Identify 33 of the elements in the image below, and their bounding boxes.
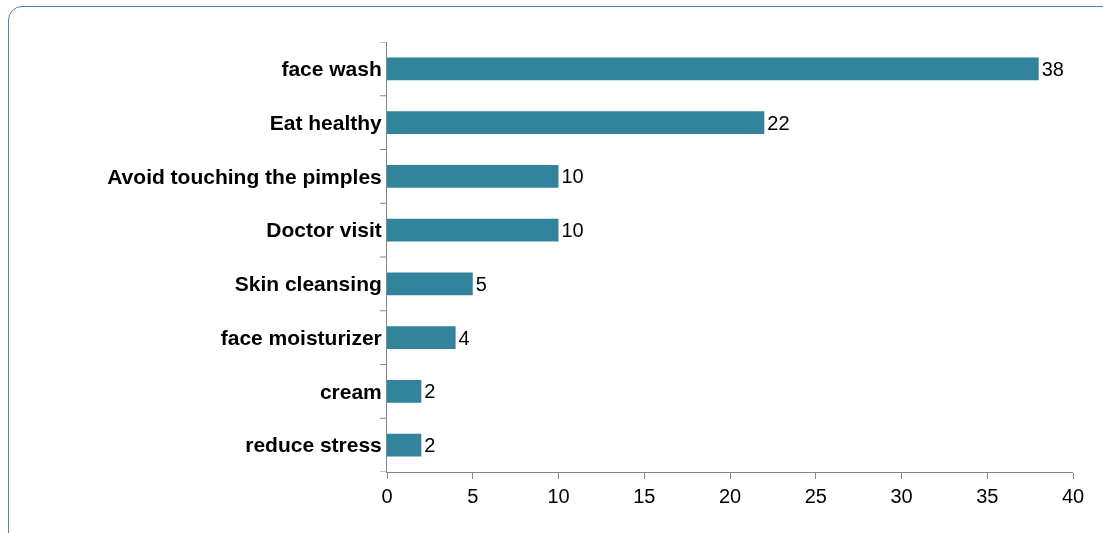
data-label: 2 [424, 434, 436, 457]
x-tick-label: 35 [976, 485, 999, 507]
x-tick-label: 30 [890, 485, 913, 507]
x-tick-label: 25 [804, 485, 827, 507]
bar [387, 218, 559, 242]
data-label: 4 [458, 326, 470, 349]
x-tick-label: 10 [547, 485, 570, 507]
bar [387, 326, 456, 349]
x-tick-label: 20 [718, 485, 742, 507]
x-tick-label: 0 [381, 485, 393, 507]
data-label: 22 [767, 111, 790, 134]
bar [387, 165, 559, 188]
y-tick-label: face wash [281, 57, 382, 81]
data-label: 5 [475, 272, 487, 295]
y-tick-label: cream [319, 379, 382, 403]
bar [387, 272, 473, 296]
bar [387, 111, 765, 134]
bar [387, 380, 422, 403]
y-tick-label: Doctor visit [266, 218, 382, 242]
y-tick-label: face moisturizer [220, 325, 382, 349]
y-tick-label: Avoid touching the pimples [107, 164, 382, 188]
bar [387, 433, 422, 457]
data-label: 2 [424, 380, 436, 403]
data-label: 38 [1041, 57, 1064, 80]
x-tick-label: 5 [467, 485, 479, 507]
y-tick-label: reduce stress [245, 433, 382, 457]
y-tick-label: Eat healthy [269, 110, 383, 134]
x-tick-label: 15 [633, 485, 656, 507]
y-tick-label: Skin cleansing [234, 272, 382, 296]
bar [387, 57, 1039, 81]
x-tick-label: 40 [1061, 485, 1085, 507]
data-label: 10 [561, 219, 584, 242]
data-label: 10 [561, 165, 584, 188]
